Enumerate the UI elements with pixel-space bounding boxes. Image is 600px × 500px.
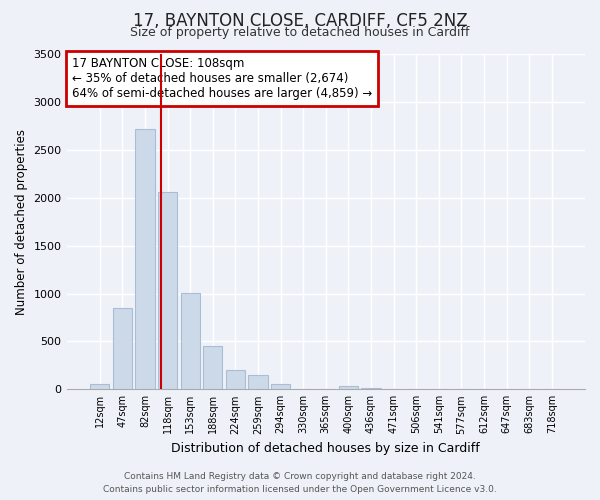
Y-axis label: Number of detached properties: Number of detached properties bbox=[15, 128, 28, 314]
Bar bbox=[136, 128, 155, 390]
Bar bbox=[113, 308, 132, 390]
Bar bbox=[361, 388, 380, 390]
Text: Contains HM Land Registry data © Crown copyright and database right 2024.
Contai: Contains HM Land Registry data © Crown c… bbox=[103, 472, 497, 494]
X-axis label: Distribution of detached houses by size in Cardiff: Distribution of detached houses by size … bbox=[172, 442, 480, 455]
Bar bbox=[248, 376, 268, 390]
Bar bbox=[90, 384, 109, 390]
Bar bbox=[203, 346, 223, 390]
Bar bbox=[339, 386, 358, 390]
Text: Size of property relative to detached houses in Cardiff: Size of property relative to detached ho… bbox=[130, 26, 470, 39]
Bar bbox=[158, 192, 177, 390]
Text: 17, BAYNTON CLOSE, CARDIFF, CF5 2NZ: 17, BAYNTON CLOSE, CARDIFF, CF5 2NZ bbox=[133, 12, 467, 30]
Bar bbox=[181, 292, 200, 390]
Text: 17 BAYNTON CLOSE: 108sqm
← 35% of detached houses are smaller (2,674)
64% of sem: 17 BAYNTON CLOSE: 108sqm ← 35% of detach… bbox=[72, 58, 372, 100]
Bar bbox=[226, 370, 245, 390]
Bar bbox=[271, 384, 290, 390]
